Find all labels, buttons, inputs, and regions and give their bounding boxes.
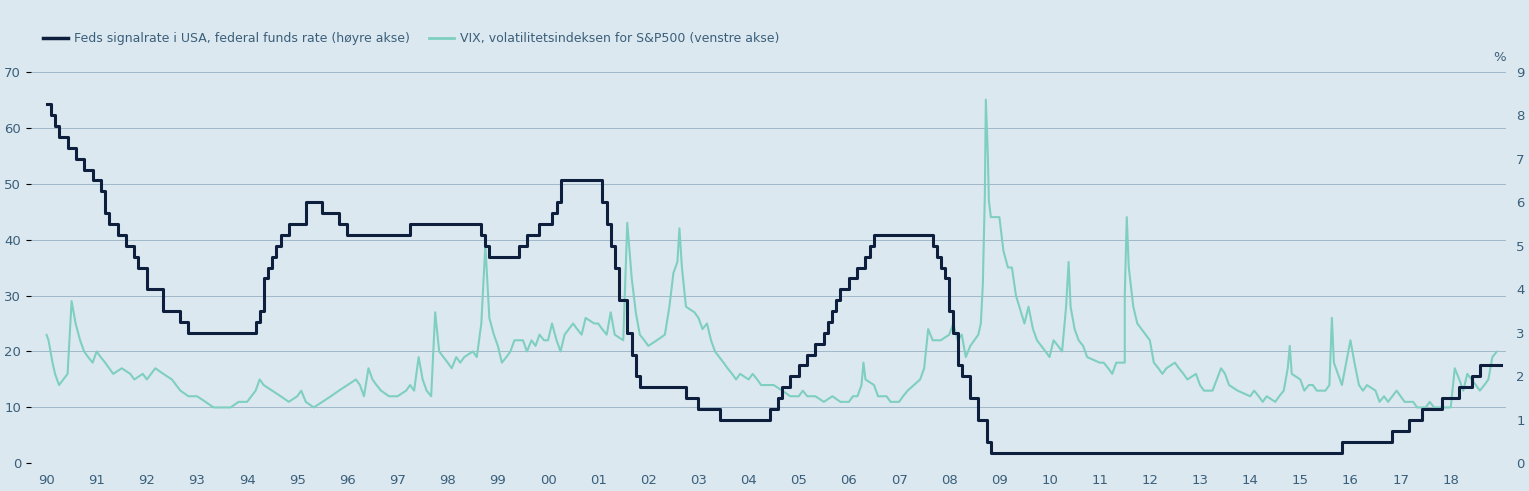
Text: %: % [1494,51,1506,64]
Legend: Feds signalrate i USA, federal funds rate (høyre akse), VIX, volatilitetsindekse: Feds signalrate i USA, federal funds rat… [38,27,784,50]
